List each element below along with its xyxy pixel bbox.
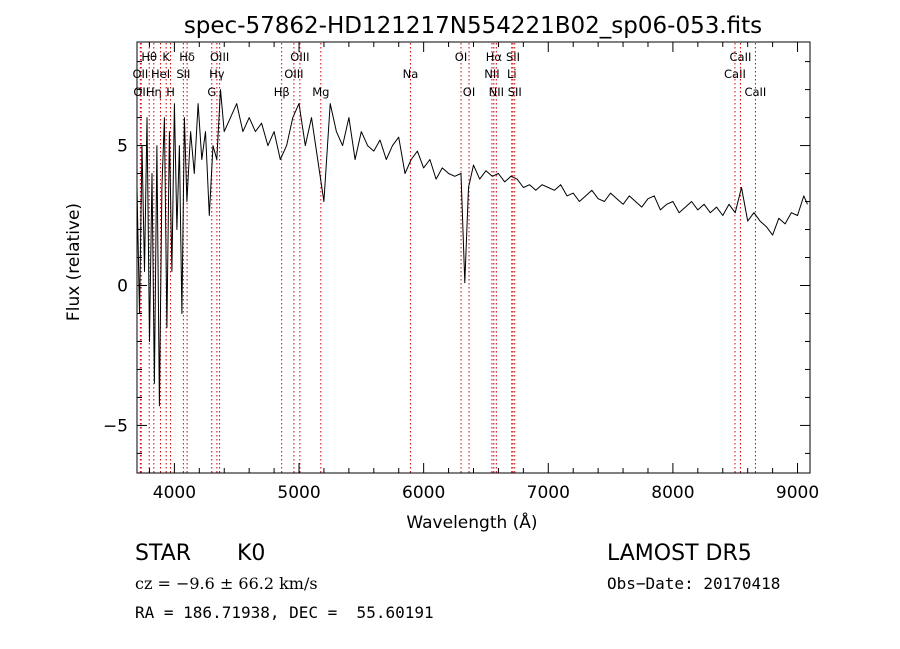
spectral-line-label: Hα [486, 50, 503, 64]
plot-frame [136, 41, 811, 474]
x-tick-label: 7000 [527, 483, 570, 503]
coordinates: RA = 186.71938, DEC = 55.60191 [135, 603, 434, 622]
spectral-line-label: Mg [312, 85, 329, 99]
object-class: STAR [135, 541, 192, 566]
redshift-velocity: cz = −9.6 ± 66.2 km/s [135, 574, 318, 593]
x-axis-label: Wavelength (Å) [406, 511, 537, 533]
spectral-line-label: NII [489, 85, 504, 99]
spectral-line-label: SII [508, 85, 522, 99]
spectral-line-label: CaII [724, 67, 746, 81]
x-tick-label: 9000 [776, 483, 819, 503]
y-tick-label: −5 [103, 416, 128, 436]
spectral-line-label: Hη [146, 85, 162, 99]
spectral-line-label: OIII [290, 50, 309, 64]
spectral-line-label: Hβ [274, 85, 290, 99]
x-tick-label: 6000 [402, 483, 445, 503]
spectral-line-label: OIII [284, 67, 303, 81]
spectral-line-label: CaII [744, 85, 766, 99]
chart-title: spec-57862-HD121217N554221B02_sp06-053.f… [184, 13, 762, 39]
spectral-line-label: OI [455, 50, 467, 64]
spectral-line-label: H [166, 85, 175, 99]
x-tick-label: 5000 [277, 483, 320, 503]
spectral-line-label: NII [484, 67, 499, 81]
spectral-line-label: Hγ [209, 67, 225, 81]
spectral-line-label: Hδ [179, 50, 195, 64]
x-tick-label: 4000 [153, 483, 196, 503]
observation-date: Obs−Date: 20170418 [607, 574, 781, 593]
axis-ticks: 4000 5000 6000 7000 8000 9000 −5 0 5 [103, 42, 819, 503]
spectral-line-label: OII [132, 67, 148, 81]
survey-name: LAMOST DR5 [607, 541, 752, 566]
spectral-line-label: Na [403, 67, 419, 81]
spectral-line-label: OIII [210, 50, 229, 64]
spectral-line-markers: OIIOIIHθHηHeIKHSIIHδGHγOIIIHβOIIIOIIIMgN… [132, 43, 766, 473]
spectrum-line [136, 89, 808, 407]
spectral-line-label: Li [507, 67, 517, 81]
spectral-line-label: OI [463, 85, 475, 99]
y-axis-label: Flux (relative) [64, 203, 84, 321]
spectral-line-label: K [162, 50, 170, 64]
spectral-line-label: Hθ [141, 50, 157, 64]
spectral-line-label: G [207, 85, 216, 99]
y-tick-label: 0 [117, 276, 128, 296]
y-tick-label: 5 [117, 137, 128, 157]
spectral-line-label: CaII [730, 50, 752, 64]
spectral-line-label: HeI [151, 67, 170, 81]
x-tick-label: 8000 [651, 483, 694, 503]
spectral-line-label: SII [176, 67, 190, 81]
object-subclass: K0 [237, 541, 266, 566]
spectral-line-label: SII [506, 50, 520, 64]
